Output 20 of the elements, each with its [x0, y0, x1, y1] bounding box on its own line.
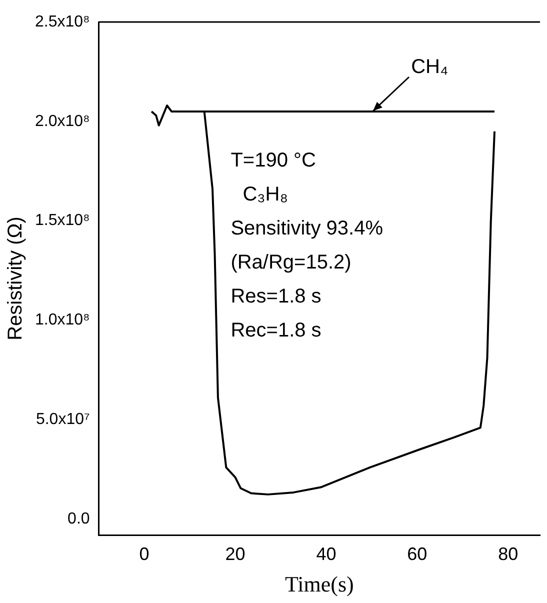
- y-tick-label: 2.0x10⁸: [34, 112, 90, 130]
- y-tick-label: 0.0: [68, 510, 90, 528]
- y-tick-label: 1.0x10⁸: [34, 312, 90, 329]
- y-tick-label: 5.0x10⁷: [36, 411, 90, 428]
- x-tick-label: 60: [407, 544, 428, 564]
- annotation: (Ra/Rg=15.2): [230, 252, 352, 274]
- annotation: T=190 °C: [230, 150, 316, 172]
- y-tick-label: 2.5x10⁸: [34, 13, 90, 30]
- y-tick-label: 1.5x10⁸: [34, 212, 90, 230]
- y-axis-title: Resistivity (Ω): [4, 216, 27, 340]
- annotation: Rec=1.8 s: [230, 320, 322, 342]
- annotation: Sensitivity 93.4%: [230, 218, 384, 240]
- x-tick-label: 0: [139, 544, 150, 564]
- x-axis-title: Time(s): [284, 572, 354, 597]
- x-tick-label: 20: [225, 544, 246, 564]
- x-tick-label: 80: [498, 544, 518, 564]
- annotation: Res=1.8 s: [230, 286, 322, 308]
- annotation: CH₄: [411, 56, 448, 78]
- annotation: C₃H₈: [242, 184, 288, 206]
- x-tick-label: 40: [316, 544, 336, 564]
